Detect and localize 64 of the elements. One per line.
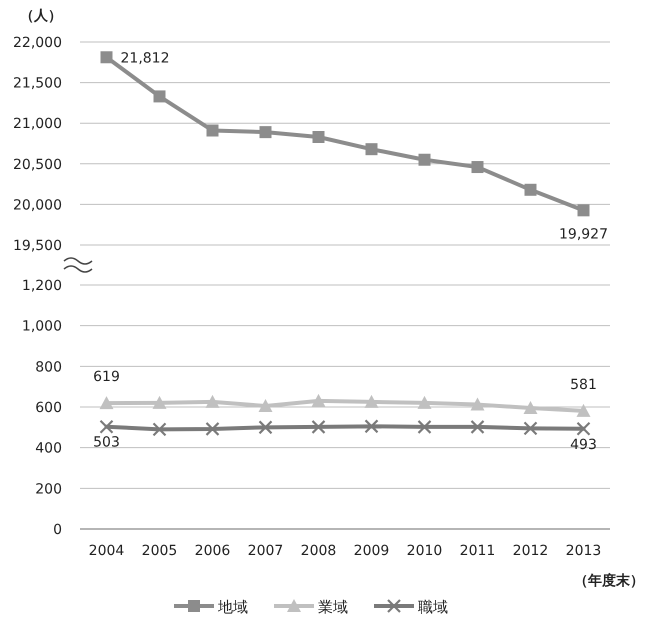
point	[524, 184, 536, 196]
y-tick-label: 1,000	[22, 318, 62, 335]
point	[206, 394, 220, 408]
x-tick-label: 2007	[248, 543, 284, 559]
y-tick-label: 20,500	[13, 156, 62, 173]
x-tick-label: 2006	[194, 543, 230, 559]
point	[258, 398, 272, 412]
point	[154, 90, 166, 102]
point	[472, 161, 484, 174]
y-tick-label: 21,500	[13, 76, 62, 92]
y-tick-label: 200	[35, 481, 62, 498]
data-label: 581	[570, 376, 597, 393]
x-axis-title: （年度末）	[574, 572, 644, 589]
point	[258, 420, 273, 434]
data-label: 503	[93, 434, 120, 451]
point	[312, 394, 326, 407]
x-tick-label: 2012	[512, 543, 548, 559]
point	[576, 404, 590, 417]
point	[260, 126, 272, 138]
y-tick-label: 19,500	[13, 238, 62, 254]
y-tick-label: 20,000	[13, 197, 62, 214]
point	[205, 422, 220, 436]
y-tick-label: 1,200	[22, 278, 62, 294]
y-tick-label: 21,000	[13, 116, 62, 132]
point	[100, 51, 112, 64]
point	[523, 421, 538, 436]
point	[206, 124, 218, 137]
point	[418, 396, 432, 409]
legend-label: 地域	[217, 598, 248, 616]
point	[417, 420, 432, 434]
x-tick-label: 2009	[354, 543, 390, 559]
point	[364, 394, 378, 408]
point	[152, 396, 166, 409]
y-tick-label: 600	[35, 400, 62, 416]
point	[418, 154, 430, 166]
x-tick-label: 2004	[88, 543, 124, 559]
data-label: 19,927	[559, 226, 608, 242]
point	[100, 396, 114, 410]
legend-label: 職域	[418, 598, 448, 616]
point	[524, 401, 538, 414]
point	[578, 204, 590, 216]
point	[366, 143, 378, 156]
x-tick-label: 2011	[460, 543, 496, 559]
y-axis-title: （人）	[20, 8, 62, 24]
y-tick-label: 22,000	[13, 35, 62, 51]
point	[470, 398, 484, 411]
x-tick-label: 2010	[406, 543, 442, 559]
point	[470, 420, 485, 434]
point	[312, 131, 324, 144]
point	[152, 422, 167, 436]
y-tick-label: 400	[35, 440, 62, 457]
x-tick-label: 2008	[300, 543, 336, 559]
point	[99, 420, 114, 434]
data-label: 21,812	[120, 50, 170, 66]
point	[311, 420, 326, 434]
point	[576, 422, 591, 436]
data-label: 493	[570, 436, 597, 453]
data-label: 619	[93, 369, 120, 386]
legend-label: 業域	[318, 598, 348, 616]
y-tick-label: 800	[35, 359, 62, 376]
point	[364, 419, 379, 434]
y-tick-label: 0	[53, 522, 62, 538]
x-tick-label: 2013	[566, 543, 602, 559]
x-tick-label: 2005	[142, 543, 178, 559]
